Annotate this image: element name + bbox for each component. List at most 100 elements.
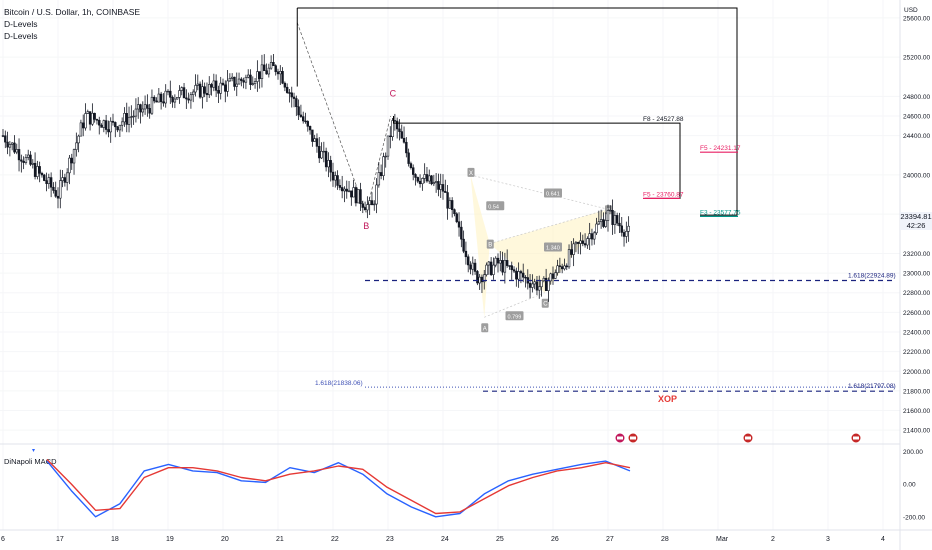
- candle-body: [430, 175, 433, 185]
- candle-body: [139, 104, 142, 113]
- candle: [505, 249, 509, 268]
- candle-body: [409, 163, 413, 169]
- candle-body: [489, 261, 493, 275]
- candle: [249, 69, 252, 90]
- y-tick-label: 24000.00: [903, 172, 930, 179]
- candle: [462, 230, 465, 254]
- candle: [276, 68, 280, 80]
- candle-body: [382, 156, 385, 177]
- candle-body: [93, 112, 96, 120]
- candle-body: [478, 276, 481, 284]
- candle: [460, 220, 463, 248]
- candle: [597, 210, 601, 226]
- fib-label: F8 - 24527.88: [643, 116, 684, 123]
- candle: [120, 117, 124, 132]
- candle: [579, 232, 582, 255]
- candle-body: [453, 209, 456, 215]
- indicator-label-1[interactable]: D-Levels: [4, 19, 38, 29]
- candle-body: [29, 154, 32, 165]
- candle-body: [288, 92, 291, 94]
- candle-body: [116, 126, 119, 131]
- candle-body: [462, 238, 465, 252]
- candle: [627, 216, 630, 242]
- candle-body: [595, 223, 598, 234]
- candle-body: [485, 264, 488, 276]
- candle: [503, 252, 507, 284]
- candle-body: [432, 182, 436, 185]
- candle: [47, 173, 51, 189]
- candle-body: [45, 180, 48, 184]
- candle-body: [162, 101, 165, 104]
- candle: [141, 101, 144, 117]
- candle-body: [47, 177, 51, 184]
- candle: [444, 179, 447, 193]
- candle-body: [622, 232, 626, 237]
- candle: [496, 253, 500, 273]
- candle: [54, 181, 57, 198]
- candle: [299, 104, 303, 118]
- candle-body: [528, 282, 532, 288]
- candle-body: [586, 238, 589, 246]
- candle: [473, 258, 477, 275]
- candle-body: [201, 86, 204, 98]
- candle: [615, 212, 619, 226]
- candle: [432, 174, 436, 187]
- candle: [345, 180, 348, 199]
- candle: [620, 216, 623, 237]
- candle: [602, 212, 605, 229]
- candle: [416, 176, 419, 184]
- candle-body: [258, 71, 261, 79]
- candle: [285, 83, 289, 94]
- candle: [547, 277, 550, 302]
- candle-body: [609, 210, 612, 212]
- candle: [551, 266, 555, 285]
- candle: [581, 234, 584, 247]
- candle-body: [242, 80, 245, 83]
- candle: [40, 171, 44, 178]
- candle-body: [327, 160, 330, 168]
- indicator-label-2[interactable]: D-Levels: [4, 31, 38, 41]
- y-tick-label: 24600.00: [903, 114, 930, 121]
- candle-body: [547, 280, 550, 291]
- candle: [251, 76, 254, 86]
- candle-body: [304, 120, 307, 123]
- candle-body: [400, 131, 403, 139]
- candle: [38, 161, 41, 183]
- candle-body: [308, 126, 312, 131]
- candle-body: [274, 65, 277, 73]
- candle: [554, 269, 557, 280]
- candle-body: [36, 166, 39, 177]
- candle: [331, 162, 335, 187]
- candle: [260, 54, 264, 88]
- candle: [595, 217, 598, 236]
- candle: [235, 72, 238, 97]
- candle: [49, 172, 53, 198]
- candle-body: [251, 83, 254, 85]
- candle: [556, 259, 559, 276]
- candle-body: [324, 150, 328, 168]
- candle: [20, 154, 23, 173]
- candle: [253, 77, 257, 89]
- candle-body: [49, 177, 53, 188]
- candle-body: [347, 190, 351, 192]
- candle-body: [130, 116, 133, 118]
- pattern-bd-line: [489, 208, 609, 244]
- candle: [373, 200, 376, 211]
- candle: [478, 273, 481, 290]
- candle-body: [219, 82, 222, 94]
- countdown: 42:26: [906, 221, 926, 230]
- candle: [501, 251, 504, 276]
- candle: [476, 270, 479, 286]
- candle: [36, 160, 39, 180]
- candle: [182, 83, 186, 99]
- candle: [402, 126, 406, 144]
- candle-body: [24, 157, 28, 163]
- candle: [540, 280, 543, 297]
- candle-body: [31, 162, 34, 165]
- candle-body: [494, 257, 497, 266]
- candle: [217, 85, 220, 104]
- candle: [391, 118, 394, 141]
- symbol-title[interactable]: Bitcoin / U.S. Dollar, 1h, COINBASE: [4, 7, 141, 17]
- candle: [322, 141, 326, 163]
